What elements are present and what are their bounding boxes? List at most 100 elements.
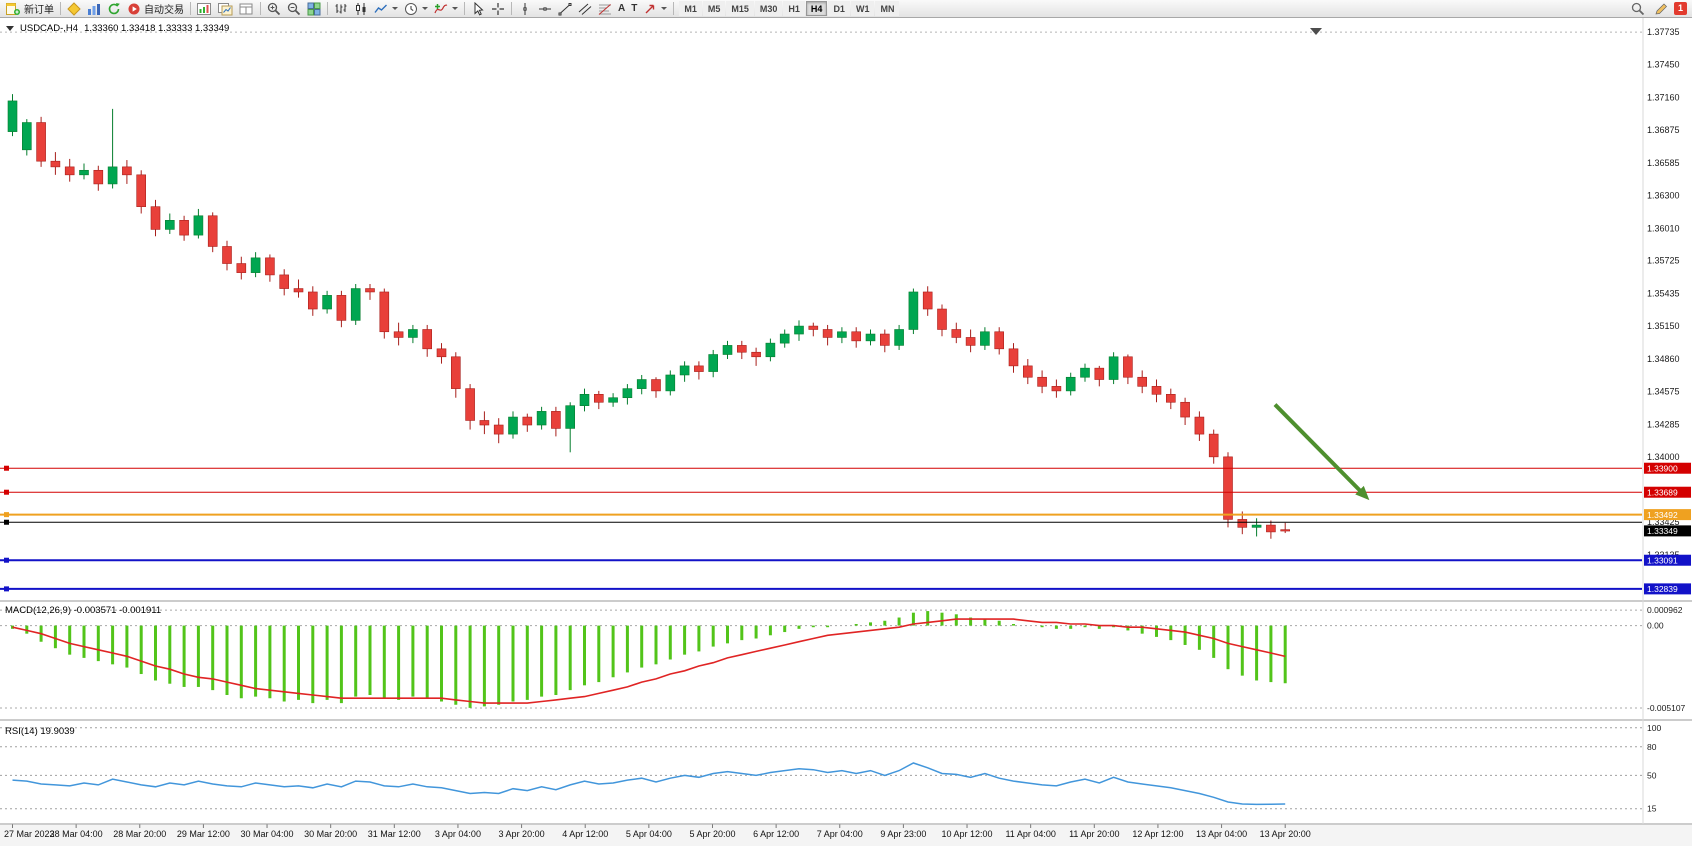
tile-windows-button[interactable] bbox=[304, 1, 324, 17]
data-window-button[interactable] bbox=[236, 1, 257, 17]
cursor-button[interactable] bbox=[468, 1, 488, 17]
price-axis[interactable]: 1.37735 1.37450 1.37160 1.36875 1.36585 1.363… bbox=[1644, 27, 1691, 814]
timeframe-h4-button[interactable]: H4 bbox=[805, 1, 828, 16]
tile-windows-icon bbox=[307, 2, 321, 15]
timeframe-m30-button[interactable]: M30 bbox=[754, 1, 783, 16]
toolbar-separator bbox=[511, 2, 512, 15]
trendline-button[interactable] bbox=[555, 1, 575, 17]
strategy-tester-button[interactable] bbox=[84, 1, 104, 17]
svg-text:7 Apr 04:00: 7 Apr 04:00 bbox=[817, 829, 863, 839]
svg-text:30 Mar 04:00: 30 Mar 04:00 bbox=[241, 829, 294, 839]
new-chart-icon bbox=[197, 2, 211, 15]
svg-text:1.34575: 1.34575 bbox=[1647, 386, 1680, 396]
ohlc-values: 1.33360 1.33418 1.33333 1.33349 bbox=[84, 23, 230, 34]
line-handle[interactable] bbox=[4, 586, 9, 592]
bar-chart-button[interactable] bbox=[331, 1, 351, 17]
chart-ohlc-readout: USDCAD-,H4 1.33360 1.33418 1.33333 1.333… bbox=[6, 23, 229, 34]
macd-panel[interactable] bbox=[0, 609, 1642, 709]
horizontal-line-button[interactable] bbox=[535, 1, 555, 17]
svg-text:1.34000: 1.34000 bbox=[1647, 452, 1680, 462]
toolbar-separator bbox=[673, 2, 675, 15]
notification-badge[interactable]: 1 bbox=[1673, 2, 1687, 15]
svg-text:1.33689: 1.33689 bbox=[1647, 487, 1678, 497]
candlestick-chart-button[interactable] bbox=[351, 1, 371, 17]
svg-text:1.35150: 1.35150 bbox=[1647, 321, 1680, 331]
ohlc-bars-icon bbox=[335, 3, 347, 13]
toolbar-separator bbox=[260, 2, 261, 15]
arrow-tool-icon bbox=[645, 4, 655, 13]
text-tool-icon: A bbox=[618, 3, 626, 14]
svg-text:1.37735: 1.37735 bbox=[1647, 27, 1680, 37]
search-button[interactable] bbox=[1628, 1, 1648, 17]
chevron-down-icon bbox=[422, 7, 428, 10]
autotrading-button[interactable]: 自动交易 bbox=[124, 1, 187, 17]
svg-text:1.37450: 1.37450 bbox=[1647, 60, 1680, 70]
refresh-icon bbox=[108, 2, 120, 14]
text-label-button[interactable]: T bbox=[628, 1, 640, 17]
line-handle[interactable] bbox=[4, 519, 9, 525]
svg-text:10 Apr 12:00: 10 Apr 12:00 bbox=[942, 829, 993, 839]
arrows-button[interactable] bbox=[640, 1, 670, 17]
main-chart[interactable] bbox=[0, 28, 1642, 592]
fibonacci-icon bbox=[598, 3, 611, 15]
channel-icon bbox=[578, 3, 592, 15]
line-handle[interactable] bbox=[4, 489, 9, 495]
svg-text:1.36585: 1.36585 bbox=[1647, 158, 1680, 168]
line-chart-button[interactable] bbox=[371, 1, 401, 17]
metaeditor-button[interactable] bbox=[64, 1, 84, 17]
channel-button[interactable] bbox=[575, 1, 595, 17]
timeframe-w1-button[interactable]: W1 bbox=[850, 1, 875, 16]
svg-text:6 Apr 12:00: 6 Apr 12:00 bbox=[753, 829, 799, 839]
cursor-icon bbox=[474, 1, 484, 15]
pencil-icon bbox=[1655, 3, 1667, 14]
svg-text:5 Apr 04:00: 5 Apr 04:00 bbox=[626, 829, 672, 839]
one-click-trading-toggle[interactable] bbox=[6, 26, 14, 31]
crosshair-button[interactable] bbox=[488, 1, 508, 17]
svg-text:11 Apr 20:00: 11 Apr 20:00 bbox=[1069, 829, 1119, 839]
timeframe-group: M1 M5 M15 M30 H1 H4 D1 W1 MN bbox=[679, 1, 900, 16]
horizontal-line-icon bbox=[539, 6, 551, 11]
timeframe-m5-button[interactable]: M5 bbox=[702, 1, 726, 16]
new-order-label: 新订单 bbox=[24, 5, 54, 16]
timeframe-m1-button[interactable]: M1 bbox=[679, 1, 702, 16]
zoom-out-button[interactable] bbox=[284, 1, 304, 17]
autotrading-label: 自动交易 bbox=[144, 5, 184, 16]
chart-profiles-icon bbox=[218, 2, 233, 15]
svg-text:31 Mar 12:00: 31 Mar 12:00 bbox=[368, 829, 421, 839]
macd-indicator-label: MACD(12,26,9) -0.003571 -0.001911 bbox=[5, 605, 162, 616]
clock-icon bbox=[405, 2, 417, 15]
zoom-in-button[interactable] bbox=[264, 1, 284, 17]
periods-button[interactable] bbox=[401, 1, 431, 17]
chart-shift-marker[interactable] bbox=[1310, 28, 1322, 35]
rsi-indicator-label: RSI(14) 19.9039 bbox=[5, 726, 75, 737]
drawn-arrow[interactable] bbox=[1273, 403, 1366, 496]
line-handle[interactable] bbox=[4, 465, 9, 471]
fibonacci-button[interactable] bbox=[595, 1, 615, 17]
trendline-icon bbox=[558, 2, 572, 15]
vertical-line-button[interactable] bbox=[515, 1, 535, 17]
text-button[interactable]: A bbox=[615, 1, 628, 17]
svg-text:28 Mar 04:00: 28 Mar 04:00 bbox=[50, 829, 103, 839]
rsi-panel[interactable] bbox=[0, 727, 1642, 810]
refresh-button[interactable] bbox=[104, 1, 124, 17]
indicators-icon bbox=[434, 3, 448, 13]
profiles-button[interactable] bbox=[215, 1, 236, 17]
timeframe-h1-button[interactable]: H1 bbox=[783, 1, 805, 16]
edit-button[interactable] bbox=[1651, 1, 1671, 17]
svg-text:0.00: 0.00 bbox=[1647, 621, 1664, 631]
new-chart-button[interactable] bbox=[194, 1, 215, 17]
new-order-icon bbox=[6, 2, 20, 15]
svg-text:4 Apr 12:00: 4 Apr 12:00 bbox=[562, 829, 608, 839]
timeframe-d1-button[interactable]: D1 bbox=[828, 1, 850, 16]
svg-text:13 Apr 04:00: 13 Apr 04:00 bbox=[1196, 829, 1247, 839]
new-order-button[interactable]: 新订单 bbox=[3, 1, 57, 17]
timeframe-m15-button[interactable]: M15 bbox=[726, 1, 754, 16]
svg-text:1.37160: 1.37160 bbox=[1647, 93, 1680, 103]
line-handle[interactable] bbox=[4, 557, 9, 563]
timeframe-mn-button[interactable]: MN bbox=[875, 1, 900, 16]
indicators-button[interactable] bbox=[431, 1, 461, 17]
line-handle[interactable] bbox=[4, 512, 9, 518]
svg-text:29 Mar 12:00: 29 Mar 12:00 bbox=[177, 829, 230, 839]
